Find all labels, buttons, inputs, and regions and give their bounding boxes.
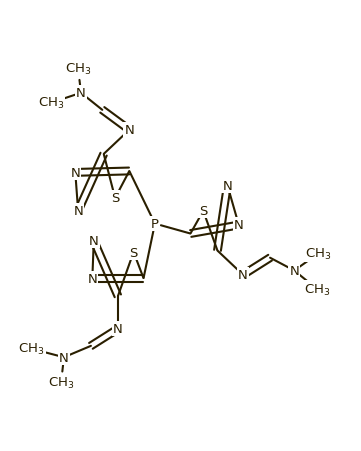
Text: S: S xyxy=(129,246,138,259)
Text: CH$_3$: CH$_3$ xyxy=(305,246,332,262)
Text: CH$_3$: CH$_3$ xyxy=(18,341,44,356)
Text: P: P xyxy=(151,217,159,230)
Text: N: N xyxy=(87,272,97,285)
Text: N: N xyxy=(73,205,83,218)
Text: N: N xyxy=(125,124,134,137)
Text: CH$_3$: CH$_3$ xyxy=(65,62,91,77)
Text: N: N xyxy=(290,264,299,277)
Text: CH$_3$: CH$_3$ xyxy=(304,282,330,297)
Text: S: S xyxy=(111,192,119,205)
Text: N: N xyxy=(76,87,86,100)
Text: S: S xyxy=(199,205,208,218)
Text: N: N xyxy=(234,219,244,232)
Text: N: N xyxy=(238,269,248,281)
Text: CH$_3$: CH$_3$ xyxy=(38,96,64,111)
Text: N: N xyxy=(59,351,69,364)
Text: N: N xyxy=(89,235,99,248)
Text: N: N xyxy=(113,322,123,336)
Text: N: N xyxy=(222,179,232,192)
Text: CH$_3$: CH$_3$ xyxy=(48,375,74,391)
Text: N: N xyxy=(70,166,80,179)
